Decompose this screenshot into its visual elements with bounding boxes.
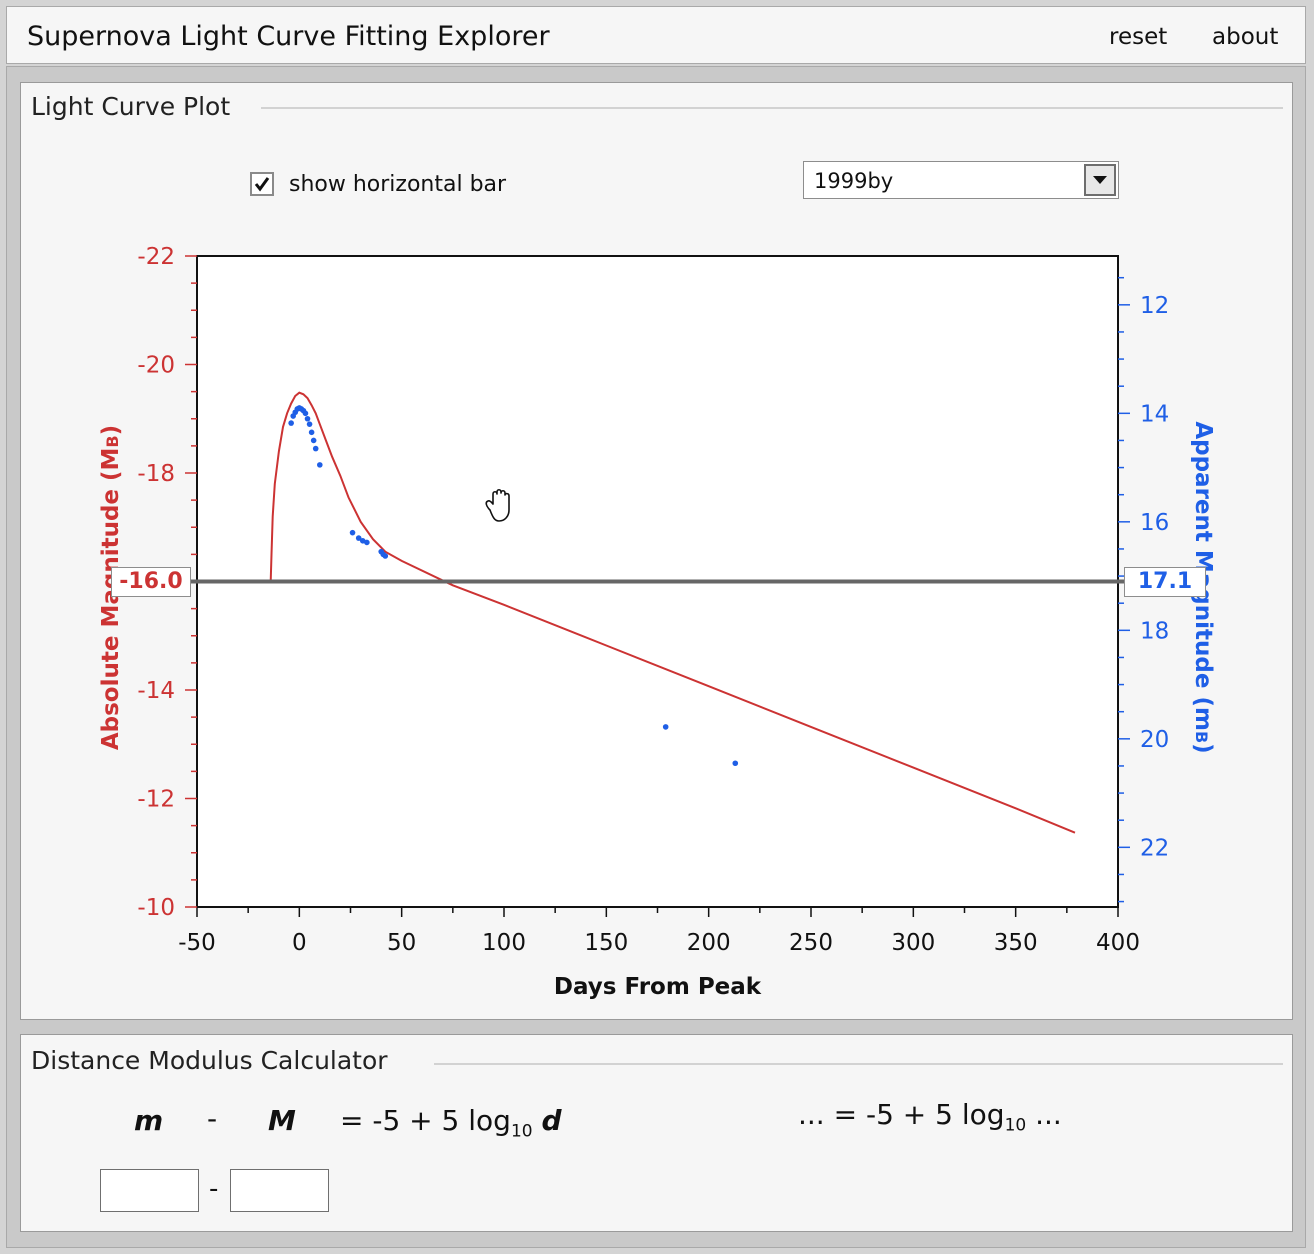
observation-point	[732, 760, 739, 767]
observation-point	[364, 539, 370, 546]
x-tick-label: 50	[387, 930, 416, 956]
right-tick-label: 18	[1140, 618, 1169, 644]
observation-point	[306, 421, 313, 427]
observation-point	[355, 535, 362, 541]
left-tick-label: -20	[137, 353, 175, 379]
panel-title: Distance Modulus Calculator	[31, 1046, 396, 1075]
observation-point	[382, 553, 389, 559]
observation-point	[662, 724, 669, 730]
model-light-curve	[269, 391, 1076, 834]
left-tick-label: -14	[137, 678, 175, 704]
supernova-select[interactable]: 1999by	[803, 161, 1119, 199]
x-tick-label: 350	[994, 930, 1038, 956]
right-tick-label: 14	[1140, 401, 1169, 427]
x-tick-label: 100	[482, 930, 526, 956]
left-tick-label: -12	[137, 787, 175, 813]
evaluated-formula: ... = -5 + 5 log10 ...	[798, 1098, 1062, 1136]
light-curve-chart[interactable]: -50 0 50 100 150 200 250 300 350 400 -22 -20 -18 -14 -…	[0, 0, 1314, 1030]
formula-m: m	[134, 1104, 164, 1137]
apparent-magnitude-readout[interactable]: 17.1	[1124, 567, 1206, 597]
x-tick-label: -50	[178, 930, 216, 956]
left-axis-label: Absolute Magnitude (MB)	[98, 425, 124, 750]
formula-rhs: = -5 + 5 log10 d	[340, 1104, 562, 1142]
observation-point	[288, 420, 294, 426]
app-title: Supernova Light Curve Fitting Explorer	[27, 21, 550, 52]
formula-rhs-prefix: = -5 + 5 log	[340, 1104, 511, 1137]
observation-point	[312, 445, 319, 452]
observation-point	[302, 410, 309, 417]
right-tick-label: 16	[1140, 510, 1169, 536]
observation-point	[310, 437, 317, 444]
reset-link[interactable]: reset	[1109, 24, 1168, 50]
evaluated-log-base: 10	[1004, 1115, 1027, 1136]
about-link[interactable]: about	[1212, 24, 1279, 50]
left-tick-label: -10	[137, 895, 175, 921]
formula-M: M	[268, 1104, 296, 1137]
right-tick-label: 22	[1140, 835, 1169, 861]
dropdown-button[interactable]	[1084, 164, 1116, 196]
observation-point	[317, 462, 323, 468]
apparent-magnitude-input[interactable]	[100, 1169, 199, 1212]
x-tick-label: 0	[292, 930, 307, 956]
absolute-magnitude-readout[interactable]: -16.0	[111, 567, 191, 597]
x-tick-label: 250	[789, 930, 833, 956]
panel-divider	[434, 1063, 1283, 1065]
formula-log-base: 10	[510, 1121, 533, 1142]
x-tick-label: 200	[687, 930, 731, 956]
supernova-select-value: 1999by	[814, 169, 894, 193]
right-tick-label: 12	[1140, 293, 1169, 319]
x-tick-label: 400	[1096, 930, 1140, 956]
evaluated-trail: ...	[1035, 1098, 1062, 1131]
input-minus: -	[209, 1174, 219, 1204]
left-tick-label: -18	[137, 461, 175, 487]
formula-minus: -	[207, 1102, 218, 1135]
check-icon	[254, 177, 270, 192]
evaluated-rhs-prefix: = -5 + 5 log	[833, 1098, 1005, 1131]
title-bar: Supernova Light Curve Fitting Explorer r…	[6, 6, 1306, 64]
show-bar-checkbox[interactable]	[250, 172, 274, 196]
chevron-down-icon	[1093, 176, 1107, 184]
observation-point	[308, 429, 315, 436]
panel-title: Light Curve Plot	[31, 92, 239, 121]
open-hand-grab-icon	[485, 488, 510, 522]
panel-divider	[261, 107, 1283, 109]
right-tick-label: 20	[1140, 727, 1169, 753]
observation-point	[304, 415, 311, 422]
absolute-magnitude-input[interactable]	[230, 1169, 329, 1212]
show-bar-label: show horizontal bar	[289, 172, 507, 197]
x-tick-label: 300	[891, 930, 935, 956]
x-axis-label: Days From Peak	[554, 974, 762, 1000]
observation-point	[349, 529, 356, 536]
evaluated-lead: ...	[798, 1098, 825, 1131]
formula-d: d	[541, 1104, 562, 1137]
x-tick-label: 150	[584, 930, 628, 956]
left-tick-label: -22	[137, 244, 175, 270]
